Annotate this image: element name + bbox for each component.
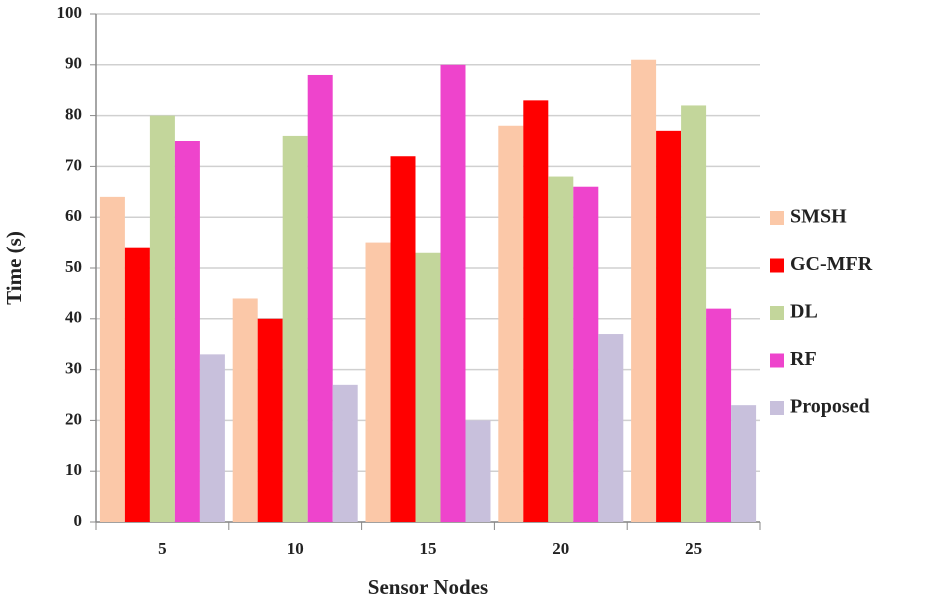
bar [440, 64, 466, 523]
y-tick-label: 70 [65, 155, 82, 174]
y-tick-label: 50 [65, 257, 82, 276]
bar [706, 308, 732, 522]
bar [174, 141, 200, 522]
legend-swatch [770, 353, 784, 368]
y-tick-label: 0 [74, 511, 83, 530]
y-tick-label: 90 [65, 54, 82, 73]
bar [681, 105, 707, 522]
bar [282, 135, 308, 523]
x-tick-label: 20 [552, 539, 569, 558]
y-tick-label: 60 [65, 206, 82, 225]
x-tick-label: 25 [685, 539, 702, 558]
bar [365, 242, 391, 522]
bar [390, 156, 416, 523]
legend-label: Proposed [790, 396, 870, 418]
legend-swatch [770, 258, 784, 273]
y-tick-label: 10 [65, 460, 82, 479]
x-tick-label: 5 [158, 539, 167, 558]
y-tick-label: 80 [65, 105, 82, 124]
bar [465, 420, 491, 522]
bar [307, 74, 333, 523]
bar [631, 59, 657, 522]
bar [257, 318, 283, 522]
bar [523, 100, 549, 523]
legend-swatch [770, 306, 784, 320]
bar [548, 176, 574, 522]
legend-label: DL [790, 301, 818, 323]
y-tick-label: 20 [65, 409, 82, 428]
bar [598, 334, 624, 522]
bar [199, 354, 225, 522]
legend-label: RF [790, 348, 817, 370]
legend-swatch [770, 211, 784, 225]
bar [656, 130, 682, 522]
bar [731, 405, 757, 522]
bar [415, 252, 441, 522]
bar [498, 125, 524, 522]
y-tick-label: 30 [65, 359, 82, 378]
bar [124, 247, 150, 522]
y-axis-title: Time (s) [2, 231, 26, 305]
bar [149, 115, 175, 522]
bar [99, 196, 125, 522]
legend-label: SMSH [790, 206, 847, 228]
y-tick-label: 100 [57, 3, 83, 22]
bar [573, 186, 599, 522]
bar [332, 384, 358, 522]
legend-label: GC-MFR [790, 253, 873, 275]
y-tick-label: 40 [65, 308, 82, 327]
x-tick-label: 10 [287, 539, 304, 558]
bar [232, 298, 258, 522]
x-axis-title: Sensor Nodes [368, 575, 488, 599]
x-tick-label: 15 [420, 539, 437, 558]
legend-swatch [770, 401, 784, 415]
